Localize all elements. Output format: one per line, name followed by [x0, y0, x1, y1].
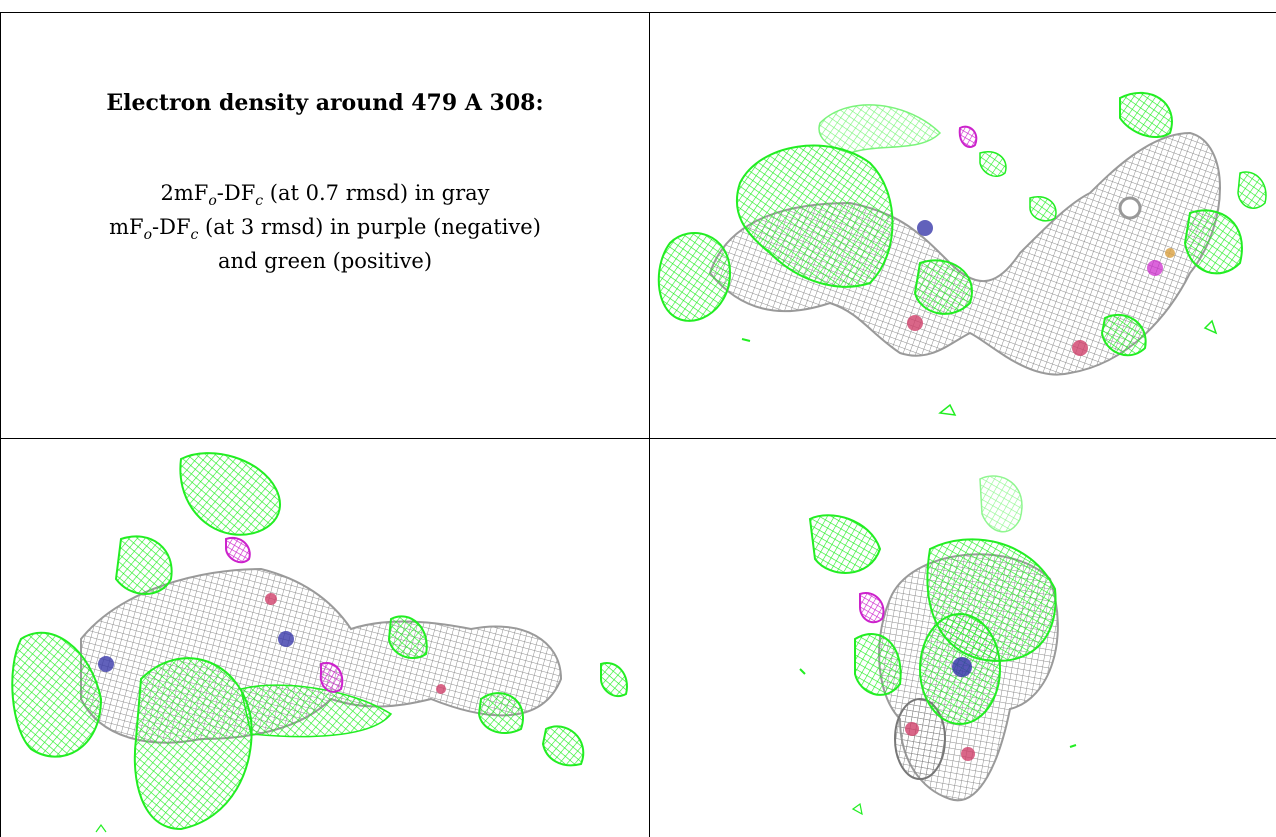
density-render-3	[799, 475, 1077, 816]
border-middle-horizontal	[0, 438, 1276, 439]
caption-line-1: 2mFo-DFc (at 0.7 rmsd) in gray	[160, 181, 490, 210]
border-top	[0, 12, 1276, 13]
caption-cell: Electron density around 479 A 308: 2mFo-…	[20, 90, 630, 274]
density-view-top-right	[650, 13, 1276, 438]
density-render-2	[11, 452, 628, 833]
caption-line-3: and green (positive)	[217, 249, 433, 274]
caption-title: Electron density around 479 A 308:	[106, 90, 544, 116]
border-middle-vertical	[649, 12, 650, 837]
caption-line-2: mFo-DFc (at 3 rmsd) in purple (negative)	[109, 215, 541, 244]
density-view-bottom-left	[1, 439, 649, 837]
density-render-1	[657, 92, 1267, 416]
caption-body: 2mFo-DFc (at 0.7 rmsd) in gray mFo-DFc (…	[20, 180, 630, 274]
border-left	[0, 12, 1, 837]
density-view-bottom-right	[650, 439, 1276, 837]
